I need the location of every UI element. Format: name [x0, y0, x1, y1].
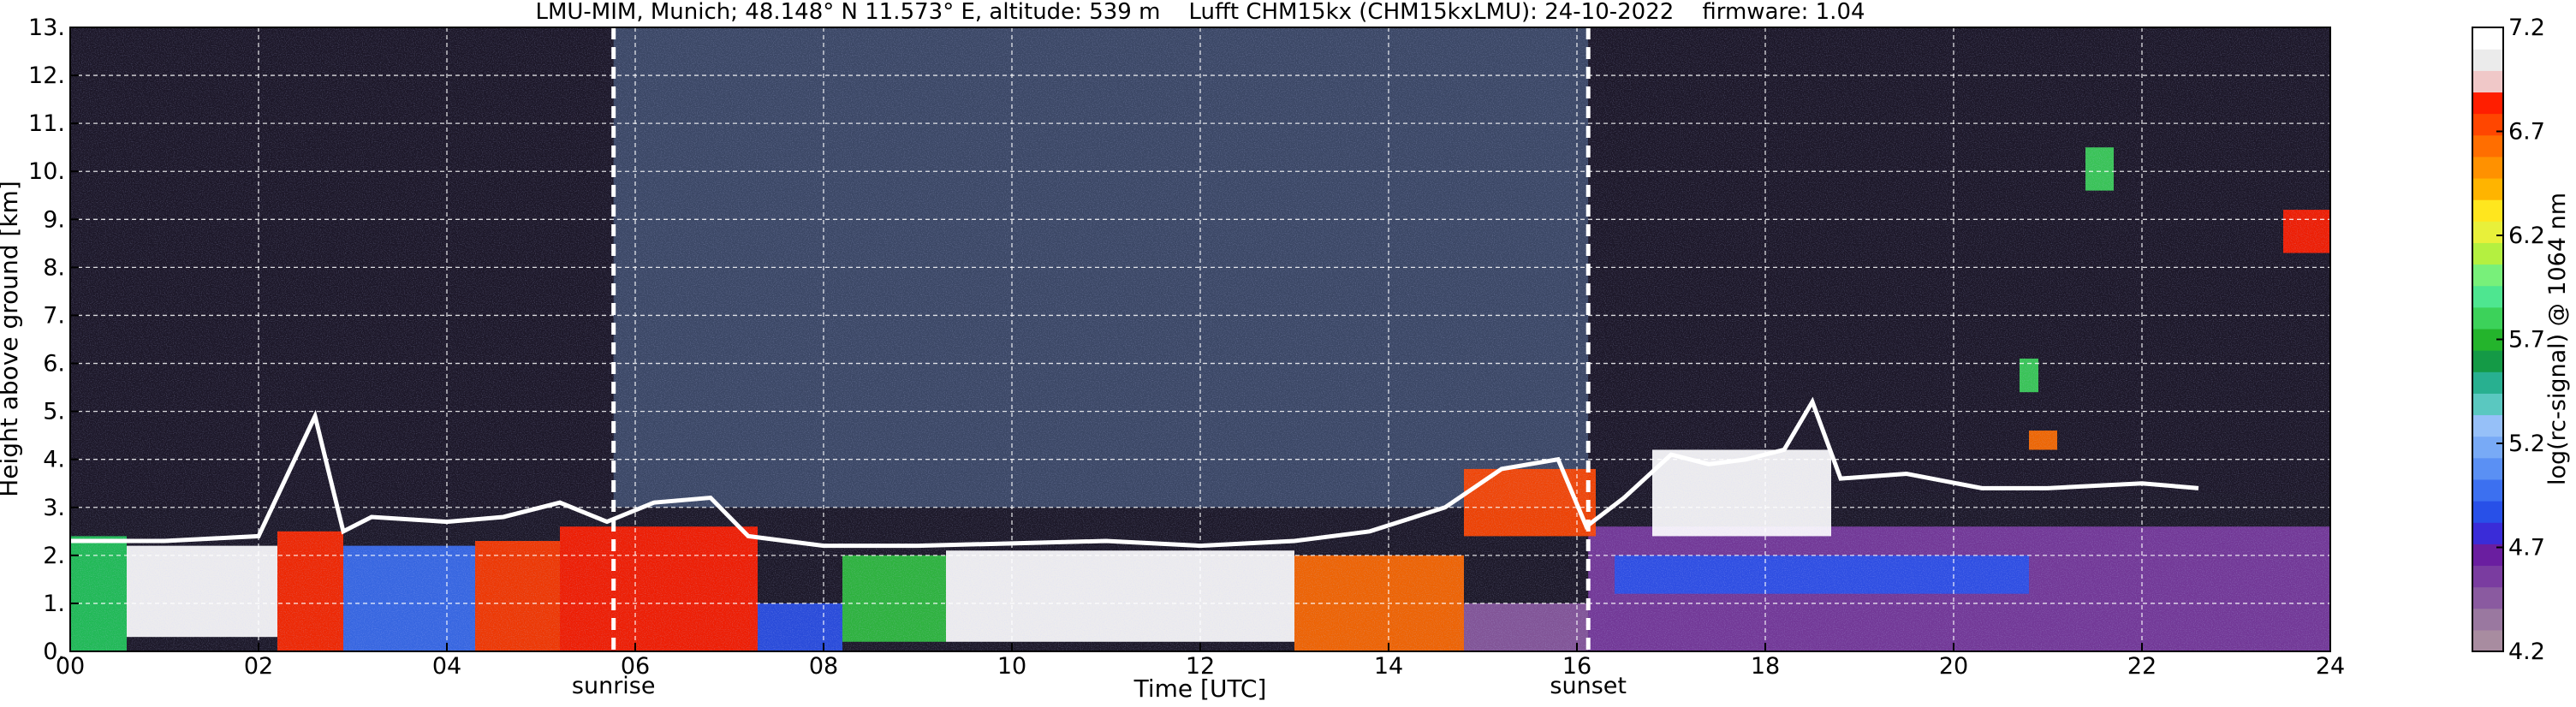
y-tick-label: 1.	[43, 591, 65, 617]
colorbar-band	[2472, 70, 2503, 93]
colorbar-band	[2472, 478, 2503, 502]
y-tick-label: 13.	[28, 15, 65, 41]
colorbar-band	[2472, 264, 2503, 287]
colorbar-tick-label: 5.7	[2508, 327, 2545, 354]
colorbar-band	[2472, 350, 2503, 372]
colorbar: 4.2 4.7 5.2 5.7 6.2 6.7 7.2 log(rc-signal) @ 1…	[2472, 15, 2571, 665]
x-tick-label: 20	[1939, 653, 1968, 680]
colorbar-tick-label: 6.7	[2508, 119, 2545, 146]
y-tick-label: 8.	[43, 254, 65, 281]
y-tick-label: 9.	[43, 206, 65, 233]
colorbar-band	[2472, 414, 2503, 437]
y-tick-label: 6.	[43, 351, 65, 377]
y-tick-label: 7.	[43, 302, 65, 329]
colorbar-band	[2472, 436, 2503, 459]
colorbar-band	[2472, 134, 2503, 157]
y-tick-label: 3.	[43, 495, 65, 521]
colorbar-band	[2472, 49, 2503, 71]
colorbar-band	[2472, 393, 2503, 416]
colorbar-bands	[2472, 27, 2503, 652]
x-tick-label: 16	[1562, 653, 1591, 680]
colorbar-tick-label: 4.2	[2508, 639, 2545, 665]
colorbar-band	[2472, 242, 2503, 265]
x-tick-label: 10	[997, 653, 1026, 680]
y-tick-label: 2.	[43, 543, 65, 569]
y-tick-label: 10.	[28, 158, 65, 185]
chart-title: LMU-MIM, Munich; 48.148° N 11.573° E, al…	[535, 0, 1865, 25]
colorbar-band	[2472, 27, 2503, 50]
y-tick-label: 0.	[43, 639, 65, 665]
x-tick-label: 12	[1186, 653, 1215, 680]
sun-markers	[611, 27, 1591, 651]
grid	[70, 27, 2330, 651]
colorbar-band	[2472, 457, 2503, 480]
colorbar-band	[2472, 156, 2503, 179]
y-axis: 0. 1. 2. 3. 4. 5. 6. 7. 8. 9. 10. 11. 12. 13.	[28, 15, 79, 665]
colorbar-band	[2472, 221, 2503, 243]
sunrise-label: sunrise	[572, 673, 656, 699]
colorbar-tick-label: 6.2	[2508, 223, 2545, 249]
y-tick-label: 11.	[28, 110, 65, 137]
colorbar-band	[2472, 586, 2503, 609]
colorbar-band	[2472, 501, 2503, 523]
y-tick-label: 4.	[43, 447, 65, 473]
x-tick-label: 22	[2127, 653, 2157, 680]
x-tick-label: 18	[1751, 653, 1780, 680]
x-tick-label: 24	[2316, 653, 2345, 680]
colorbar-ticks: 4.2 4.7 5.2 5.7 6.2 6.7 7.2	[2496, 15, 2545, 665]
colorbar-band	[2472, 92, 2503, 115]
y-tick-label: 12.	[28, 62, 65, 89]
colorbar-band	[2472, 285, 2503, 308]
sunset-label: sunset	[1550, 673, 1627, 699]
x-tick-label: 06	[621, 653, 650, 680]
colorbar-band	[2472, 608, 2503, 631]
colorbar-band	[2472, 565, 2503, 588]
colorbar-band	[2472, 306, 2503, 330]
colorbar-band	[2472, 199, 2503, 222]
colorbar-band	[2472, 522, 2503, 544]
cloud-base-line	[70, 396, 2199, 549]
colorbar-tick-label: 4.7	[2508, 535, 2545, 561]
x-axis-label: Time [UTC]	[1133, 674, 1267, 703]
colorbar-band	[2472, 177, 2503, 200]
sun-marker-labels: sunrise sunset	[572, 673, 1627, 699]
x-axis: 00 02 04 06 08 10 12 14 16 18 20 22 24	[56, 643, 2345, 680]
plot-area	[70, 27, 2330, 651]
colorbar-band	[2472, 371, 2503, 394]
x-tick-label: 08	[809, 653, 838, 680]
colorbar-band	[2472, 629, 2503, 652]
colorbar-tick-label: 7.2	[2508, 15, 2545, 41]
y-axis-label: Height above ground [km]	[0, 181, 23, 497]
x-tick-label: 02	[244, 653, 273, 680]
colorbar-label: log(rc-signal) @ 1064 nm	[2544, 193, 2571, 485]
x-tick-label: 14	[1374, 653, 1403, 680]
y-tick-label: 5.	[43, 399, 65, 425]
colorbar-tick-label: 5.2	[2508, 431, 2545, 457]
x-tick-label: 00	[56, 653, 85, 680]
x-tick-label: 04	[432, 653, 461, 680]
